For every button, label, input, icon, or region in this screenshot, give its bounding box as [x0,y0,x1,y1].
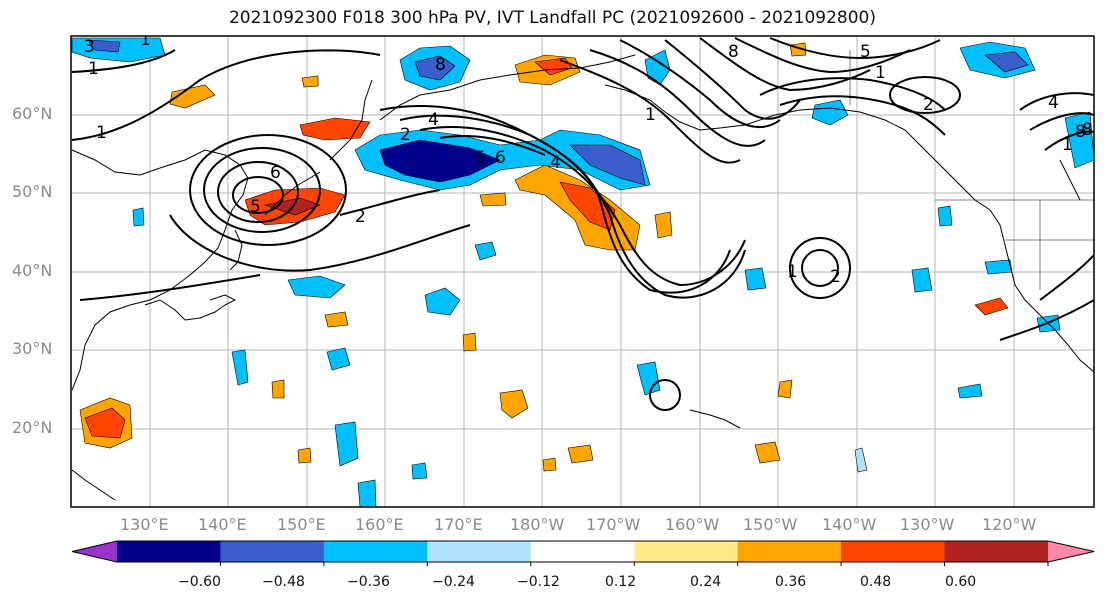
lat-label: 40°N [12,261,53,280]
colorbar-segment [323,541,428,562]
lon-label: 170°E [434,515,483,534]
contour-label: 1 [787,262,798,282]
colorbar-outline [71,540,1095,563]
coastlines [71,54,1094,501]
contour-label: 2 [923,95,934,115]
lon-label: 160°E [355,515,404,534]
lat-label: 20°N [12,418,53,437]
colorbar-tick-label: 0.48 [860,574,892,590]
colorbar-extend-low [72,541,117,562]
pv-fill-positive [79,42,1009,472]
colorbar-tick-label: −0.12 [517,574,560,590]
lon-label: 170°W [586,515,641,534]
colorbar-segment [737,541,842,562]
colorbar-tick-label: 0.60 [945,574,977,590]
contour-label: 1 [96,123,107,143]
contour-label: 1 [1062,135,1073,155]
lon-label: 130°E [120,515,169,534]
contour-label: 6 [270,163,281,183]
contour-label: 5 [250,197,261,217]
colorbar-tick-label: −0.48 [262,574,305,590]
contour-label: 6 [495,148,506,168]
contour-label: 1 [645,105,656,125]
contour-label: 1 [140,30,151,50]
colorbar-tick-label: 0.36 [775,574,807,590]
lon-label: 140°E [198,515,247,534]
lon-label: 140°W [822,515,877,534]
colorbar-tick-label: −0.60 [178,574,221,590]
contour-label: 5 [860,42,871,62]
lat-label: 60°N [12,104,53,123]
contour-label: 8 [1082,120,1093,140]
contour-label: 2 [355,207,366,227]
map-frame [70,35,1095,508]
colorbar-segment [530,541,635,562]
colorbar-segment [841,541,946,562]
colorbar-tick-label: 0.24 [690,574,722,590]
contour-label: 4 [1048,93,1059,113]
colorbar-segment [427,541,532,562]
colorbar [71,540,1095,566]
lon-label: 180°W [510,515,565,534]
colorbar-segment [944,541,1049,562]
contour-label: 4 [550,153,561,173]
contour-label: 2 [400,125,411,145]
contour-label: 1 [875,63,886,83]
contour-label: 3 [84,37,95,57]
contour-label: 4 [428,110,439,130]
lon-label: 160°W [665,515,720,534]
contour-label: 2 [830,267,841,287]
contour-label: 5 [475,148,486,168]
contour-label: 8 [728,42,739,62]
lat-label: 30°N [12,339,53,358]
colorbar-tick-label: −0.24 [432,574,475,590]
colorbar-tick-label: −0.36 [347,574,390,590]
contour-label: 1 [88,59,99,79]
lon-label: 120°W [982,515,1037,534]
colorbar-tick-label: 0.12 [605,574,637,590]
contour-label: 8 [435,55,446,75]
lon-label: 150°E [277,515,326,534]
colorbar-segment [220,541,325,562]
lon-label: 150°W [743,515,798,534]
map-title: 2021092300 F018 300 hPa PV, IVT Landfall… [228,8,876,28]
colorbar-segment [634,541,739,562]
pv-contours [71,37,1094,411]
contour-label: 8 [1075,122,1086,142]
colorbar-segment [117,541,221,562]
political-borders [849,50,1094,290]
lat-label: 50°N [12,182,53,201]
lon-label: 130°W [900,515,955,534]
colorbar-extend-high [1048,541,1094,562]
pv-fill-negative [71,37,1094,507]
contour-labels: 3 1 1 2 6 5 8 4 2 5 6 4 8 5 1 8 1 2 1 1 … [84,30,1093,287]
